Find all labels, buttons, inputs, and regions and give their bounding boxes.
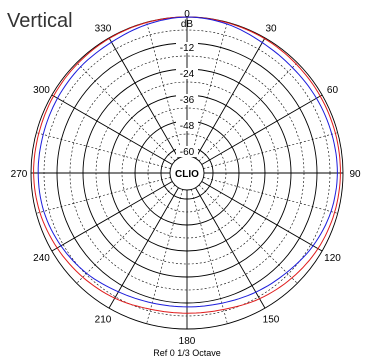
angle-label: 30 bbox=[265, 24, 277, 35]
angle-label: 90 bbox=[349, 169, 361, 180]
angle-label: 120 bbox=[324, 253, 341, 264]
angle-label: 330 bbox=[95, 24, 112, 35]
ring-label-bg bbox=[176, 42, 198, 53]
grid-spoke bbox=[195, 62, 298, 165]
grid-spoke bbox=[108, 37, 181, 162]
unit-label: dB bbox=[181, 19, 194, 30]
angle-label: 300 bbox=[33, 85, 50, 96]
angle-label: 240 bbox=[33, 253, 50, 264]
ring-label: -60 bbox=[180, 147, 195, 158]
grid-spoke bbox=[108, 184, 181, 309]
grid-spoke bbox=[198, 179, 323, 252]
grid-spoke bbox=[195, 181, 298, 284]
series-line-2 bbox=[37, 16, 338, 308]
grid-spoke bbox=[198, 94, 323, 167]
ring-label-bg bbox=[176, 120, 198, 131]
grid-spoke bbox=[51, 179, 176, 252]
ring-label-bg bbox=[176, 146, 198, 157]
grid-spoke bbox=[193, 184, 266, 309]
footer-label: Ref 0 1/3 Octave bbox=[153, 348, 221, 358]
angle-label: 60 bbox=[327, 85, 339, 96]
ring-label-bg bbox=[176, 68, 198, 79]
ring-label-bg bbox=[176, 94, 198, 105]
center-label: CLIO bbox=[175, 169, 199, 180]
grid-spoke bbox=[193, 37, 266, 162]
grid-spoke bbox=[51, 94, 176, 167]
ring-label: -12 bbox=[180, 43, 195, 54]
ring-label: -36 bbox=[180, 95, 195, 106]
grid-spoke bbox=[76, 62, 179, 165]
angle-label: 150 bbox=[263, 314, 280, 325]
angle-label: 210 bbox=[95, 314, 112, 325]
angle-label: 0 bbox=[184, 9, 190, 20]
grid-spoke bbox=[76, 181, 179, 284]
ring-label: -48 bbox=[180, 121, 195, 132]
ring-label: -24 bbox=[180, 69, 195, 80]
series-line-1 bbox=[33, 16, 341, 314]
angle-label: 270 bbox=[11, 169, 28, 180]
chart-title: Vertical bbox=[7, 10, 73, 32]
angle-label: 180 bbox=[179, 336, 196, 347]
